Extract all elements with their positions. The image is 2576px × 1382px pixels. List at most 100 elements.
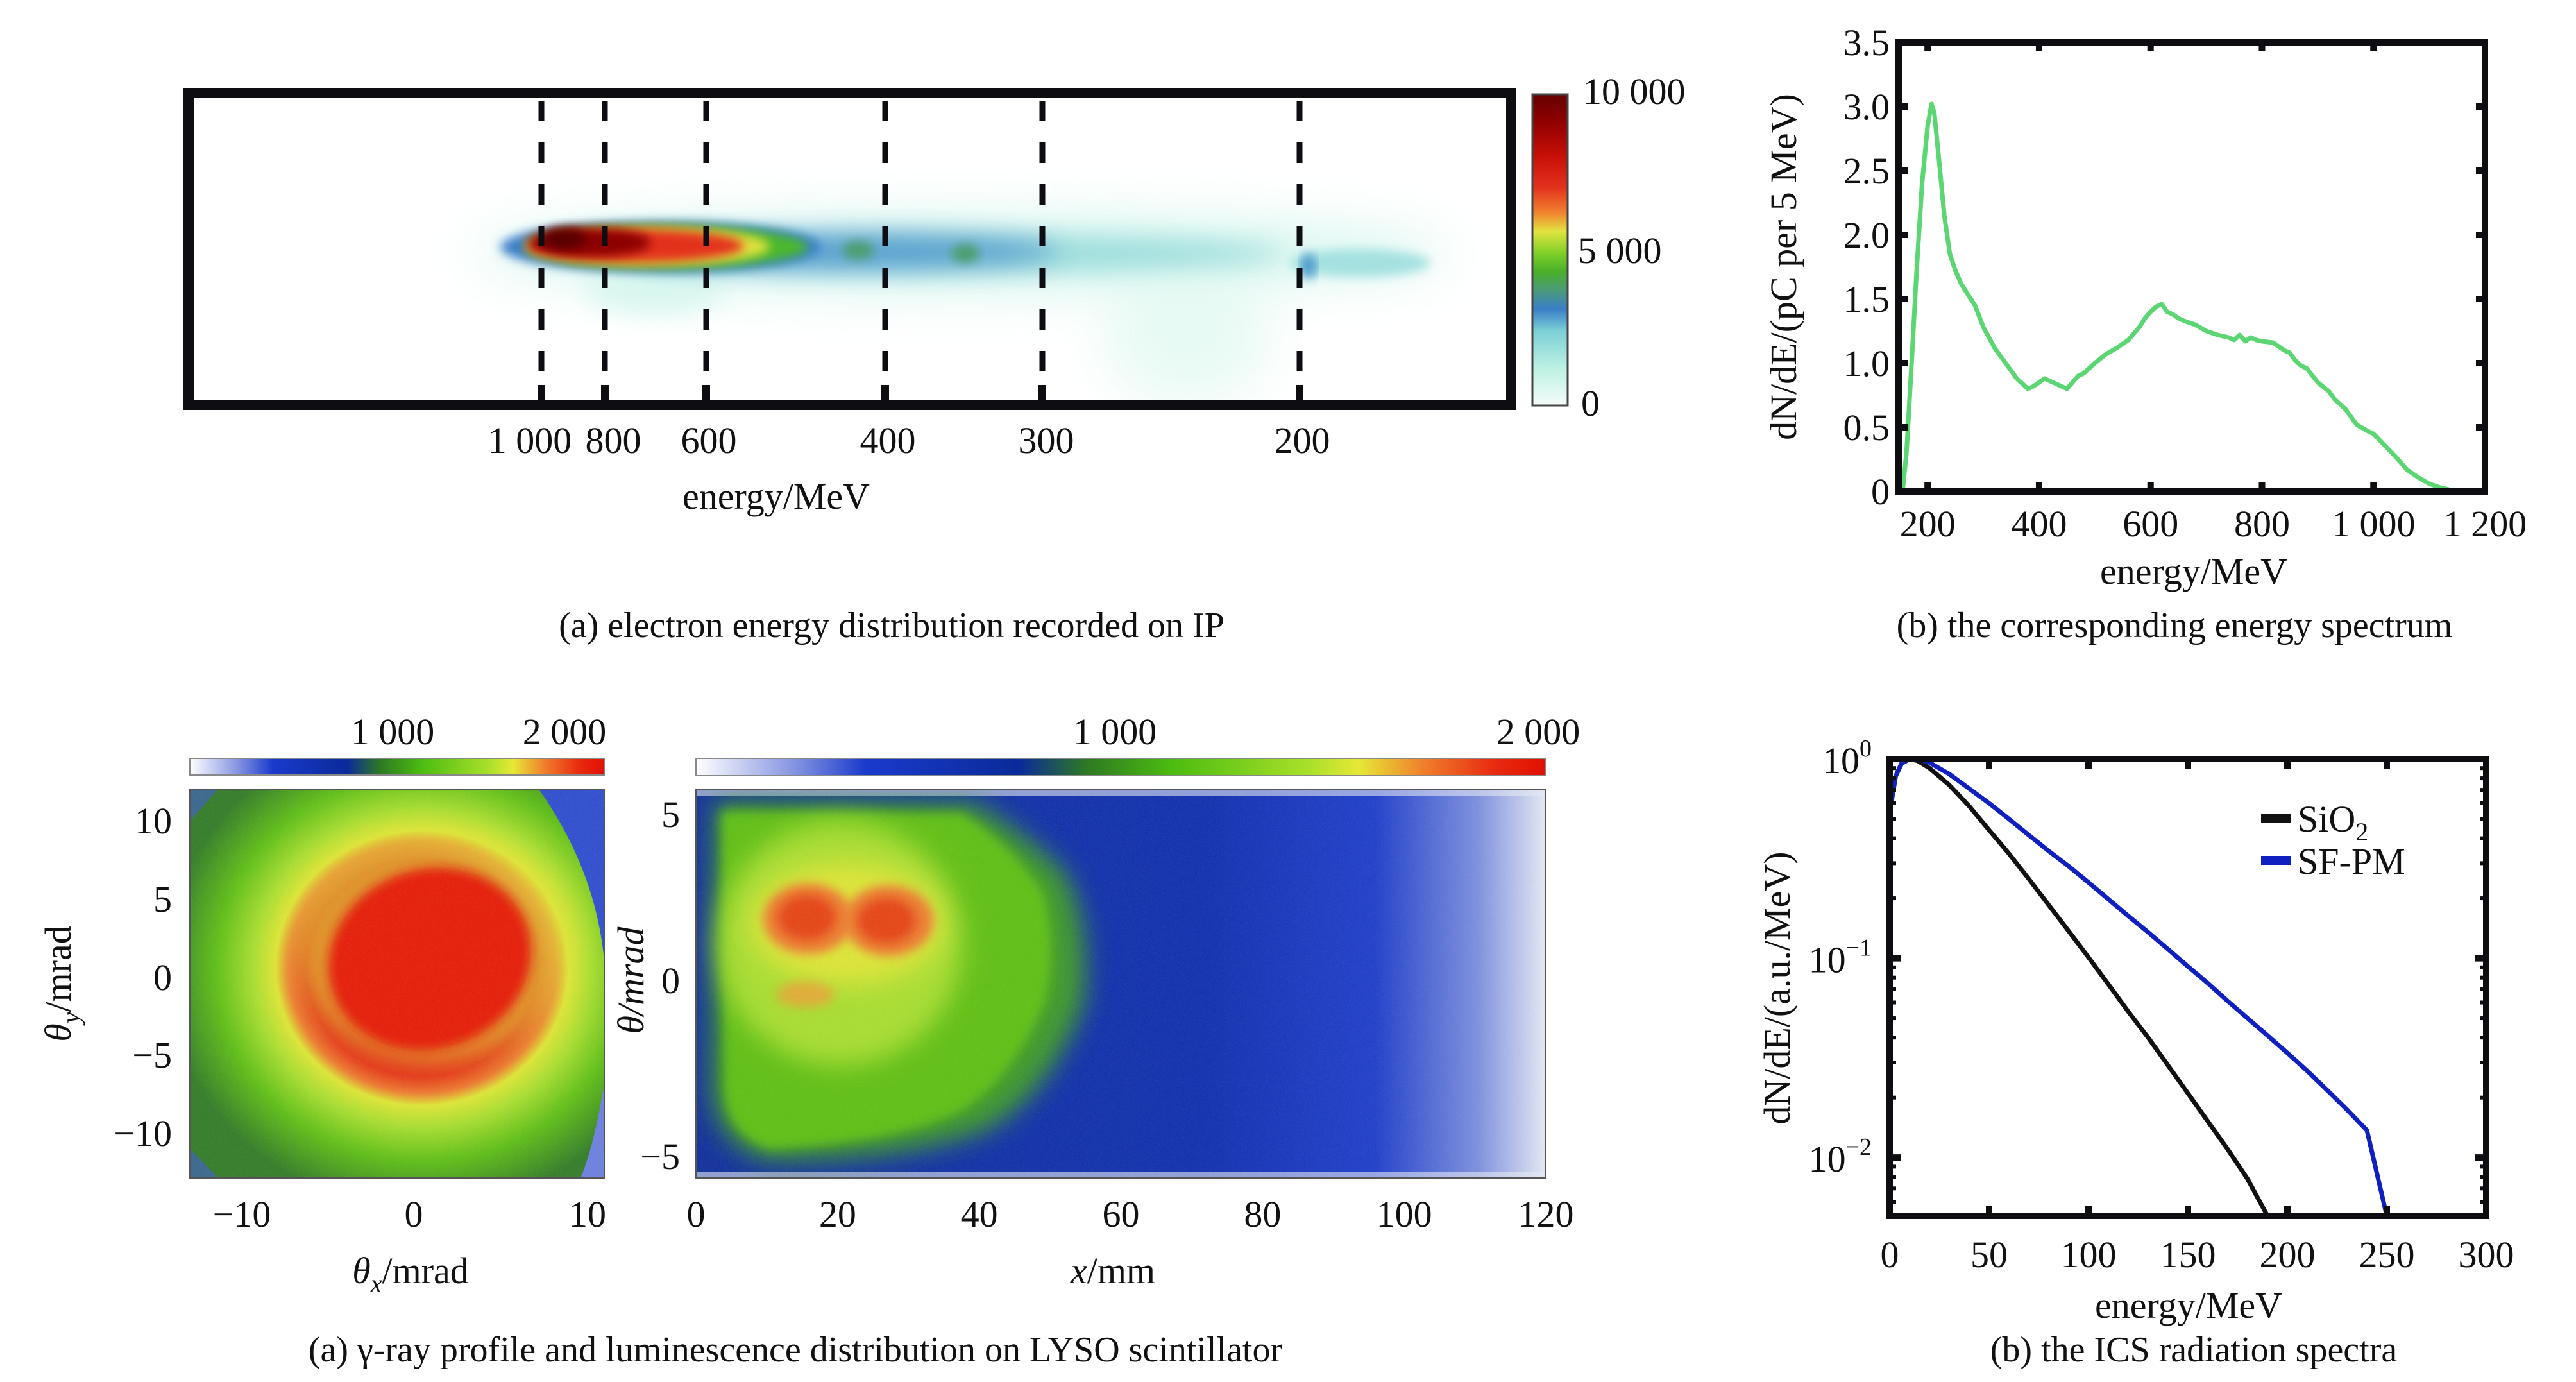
profile-y-axis-label: θy/mrad — [37, 925, 85, 1042]
y-tick-label: 1.5 — [1843, 278, 1890, 320]
x-tick-label: 40 — [961, 1193, 998, 1235]
y-tick-label: −10 — [114, 1113, 172, 1154]
x-tick-label: 200 — [1900, 503, 1956, 545]
profile-x-axis-label: θx/mrad — [352, 1250, 469, 1298]
colorbar-tick-label: 0 — [1581, 382, 1600, 424]
energy-spectrum-plot-area — [1900, 101, 2485, 491]
energy-marker-foot — [881, 385, 889, 400]
colorbar-tick-label: 1 000 — [351, 711, 435, 753]
x-tick-label: 400 — [860, 420, 916, 461]
energy-spectrum-x-axis-label: energy/MeV — [2100, 550, 2287, 592]
colorbar-tick-label: 10 000 — [1583, 71, 1686, 112]
x-tick-label: 800 — [586, 420, 641, 461]
ics-x-ticks: 0 50 100 150 200 250 300 — [1881, 759, 2514, 1275]
x-tick-label: 0 — [405, 1193, 423, 1235]
caption-energy-spectrum: (b) the corresponding energy spectrum — [1897, 606, 2453, 645]
spectrum-line — [1900, 101, 2485, 491]
y-tick-label: 2.5 — [1843, 150, 1890, 192]
luminescence-colorbar — [695, 758, 1546, 776]
luminescence-heatmap-image — [696, 790, 1546, 1178]
profile-frame — [189, 789, 605, 1179]
electron-heatmap-x-axis-label: energy/MeV — [682, 475, 870, 517]
y-tick-label: 10−1 — [1809, 935, 1872, 981]
x-tick-label: 300 — [1019, 420, 1074, 461]
luminescence-x-axis-label: x/mm — [1070, 1250, 1155, 1292]
x-tick-label: 60 — [1103, 1193, 1140, 1235]
energy-spectrum-y-axis-label: dN/dE/(pC per 5 MeV) — [1763, 94, 1804, 440]
profile-x-ticks: −10 0 10 — [213, 1193, 606, 1235]
x-tick-label: 200 — [2260, 1234, 2316, 1275]
energy-marker-lines — [538, 98, 1303, 400]
caption-gamma-ray-profile: (a) γ-ray profile and luminescence distr… — [309, 1330, 1283, 1370]
x-tick-label: 800 — [2234, 503, 2290, 545]
colorbar-tick-label: 2 000 — [1496, 711, 1580, 753]
luminescence-y-axis-label: θ/mrad — [610, 926, 652, 1034]
x-tick-label: 20 — [819, 1193, 856, 1235]
y-tick-label: 0 — [153, 957, 172, 998]
electron-heatmap-frame — [183, 88, 1516, 410]
x-tick-label: 400 — [2011, 503, 2067, 545]
electron-heatmap-colorbar — [1531, 93, 1569, 407]
x-tick-label: 0 — [687, 1193, 706, 1235]
ics-legend: SiO2 SF-PM — [2261, 798, 2405, 882]
caption-electron-energy-distribution: (a) electron energy distribution recorde… — [559, 606, 1224, 645]
panel-electron-energy-distribution: 1 000 800 600 400 300 200 energy/MeV 10 … — [183, 71, 1686, 645]
x-tick-label: 200 — [1275, 420, 1330, 461]
x-tick-label: 250 — [2359, 1234, 2415, 1275]
profile-heatmap-image — [190, 789, 604, 1178]
energy-spectrum-frame — [1895, 39, 2488, 495]
y-tick-label: 2.0 — [1843, 214, 1890, 256]
energy-spectrum-x-ticks: 200 400 600 800 1 000 1 200 — [1900, 42, 2527, 545]
x-tick-label: −10 — [213, 1193, 271, 1235]
x-tick-label: 120 — [1518, 1193, 1574, 1235]
energy-marker-foot — [1296, 385, 1303, 400]
energy-marker-foot — [1038, 385, 1046, 400]
luminescence-frame — [695, 789, 1546, 1179]
profile-colorbar — [189, 758, 605, 776]
legend-label-sf-pm: SF-PM — [2298, 840, 2405, 882]
panel-luminescence-distribution: 1 000 2 000 0 20 40 60 80 100 120 5 0 −5 x/mm … — [309, 711, 1580, 1370]
y-tick-label: 0.5 — [1843, 407, 1890, 448]
y-tick-label: −5 — [132, 1034, 172, 1076]
luminescence-x-ticks: 0 20 40 60 80 100 120 — [687, 1193, 1574, 1235]
ics-minor-ticks — [1890, 766, 2486, 1204]
colorbar-tick-label: 1 000 — [1073, 711, 1157, 753]
panel-energy-spectrum: 200 400 600 800 1 000 1 200 0 0.5 1.0 1.5 2.0 2.5 3… — [1763, 22, 2527, 645]
x-tick-label: 600 — [681, 420, 737, 461]
y-tick-label: 5 — [153, 878, 172, 920]
legend-label-sio2: SiO2 — [2298, 798, 2368, 846]
x-tick-label: 1 000 — [488, 420, 572, 461]
x-tick-label: 10 — [569, 1193, 606, 1235]
x-tick-label: 0 — [1881, 1234, 1899, 1275]
y-tick-label: 100 — [1822, 735, 1872, 781]
x-tick-label: 80 — [1244, 1193, 1281, 1235]
y-tick-label: 10−2 — [1809, 1134, 1872, 1180]
x-tick-label: 300 — [2459, 1234, 2514, 1275]
x-tick-label: 150 — [2160, 1234, 2216, 1275]
profile-y-ticks: 10 5 0 −5 −10 — [114, 800, 172, 1154]
y-tick-label: 1.0 — [1843, 343, 1890, 384]
y-tick-label: 3.0 — [1843, 86, 1890, 128]
caption-ics-radiation-spectra: (b) the ICS radiation spectra — [1990, 1330, 2398, 1370]
energy-marker-foot — [601, 385, 609, 400]
colorbar-tick-label: 5 000 — [1578, 230, 1662, 271]
x-tick-label: 50 — [1970, 1234, 2008, 1275]
energy-marker-foot — [538, 385, 545, 400]
x-tick-label: 100 — [1377, 1193, 1432, 1235]
ics-x-axis-label: energy/MeV — [2095, 1284, 2282, 1326]
energy-spectrum-y-ticks: 0 0.5 1.0 1.5 2.0 2.5 3.0 3.5 — [1843, 22, 2485, 513]
luminescence-y-ticks: 5 0 −5 — [640, 794, 680, 1177]
panel-gamma-ray-profile: 1 000 2 000 10 5 0 −5 −10 −10 0 10 θx/m — [37, 711, 606, 1298]
energy-marker-foot — [702, 385, 710, 400]
y-tick-label: 10 — [135, 800, 172, 842]
electron-heatmap-image — [192, 98, 1507, 400]
y-tick-label: 5 — [661, 794, 680, 835]
ics-y-ticks: 100 10−1 10−2 — [1809, 735, 2486, 1180]
y-tick-label: 3.5 — [1843, 22, 1890, 64]
ics-frame — [1886, 756, 2489, 1219]
y-tick-label: 0 — [1871, 471, 1890, 513]
x-tick-label: 600 — [2123, 503, 2178, 545]
y-tick-label: −5 — [640, 1136, 680, 1177]
panel-ics-radiation-spectra: 0 50 100 150 200 250 300 100 10−1 10−2 SiO2 SF-P… — [1756, 735, 2514, 1370]
